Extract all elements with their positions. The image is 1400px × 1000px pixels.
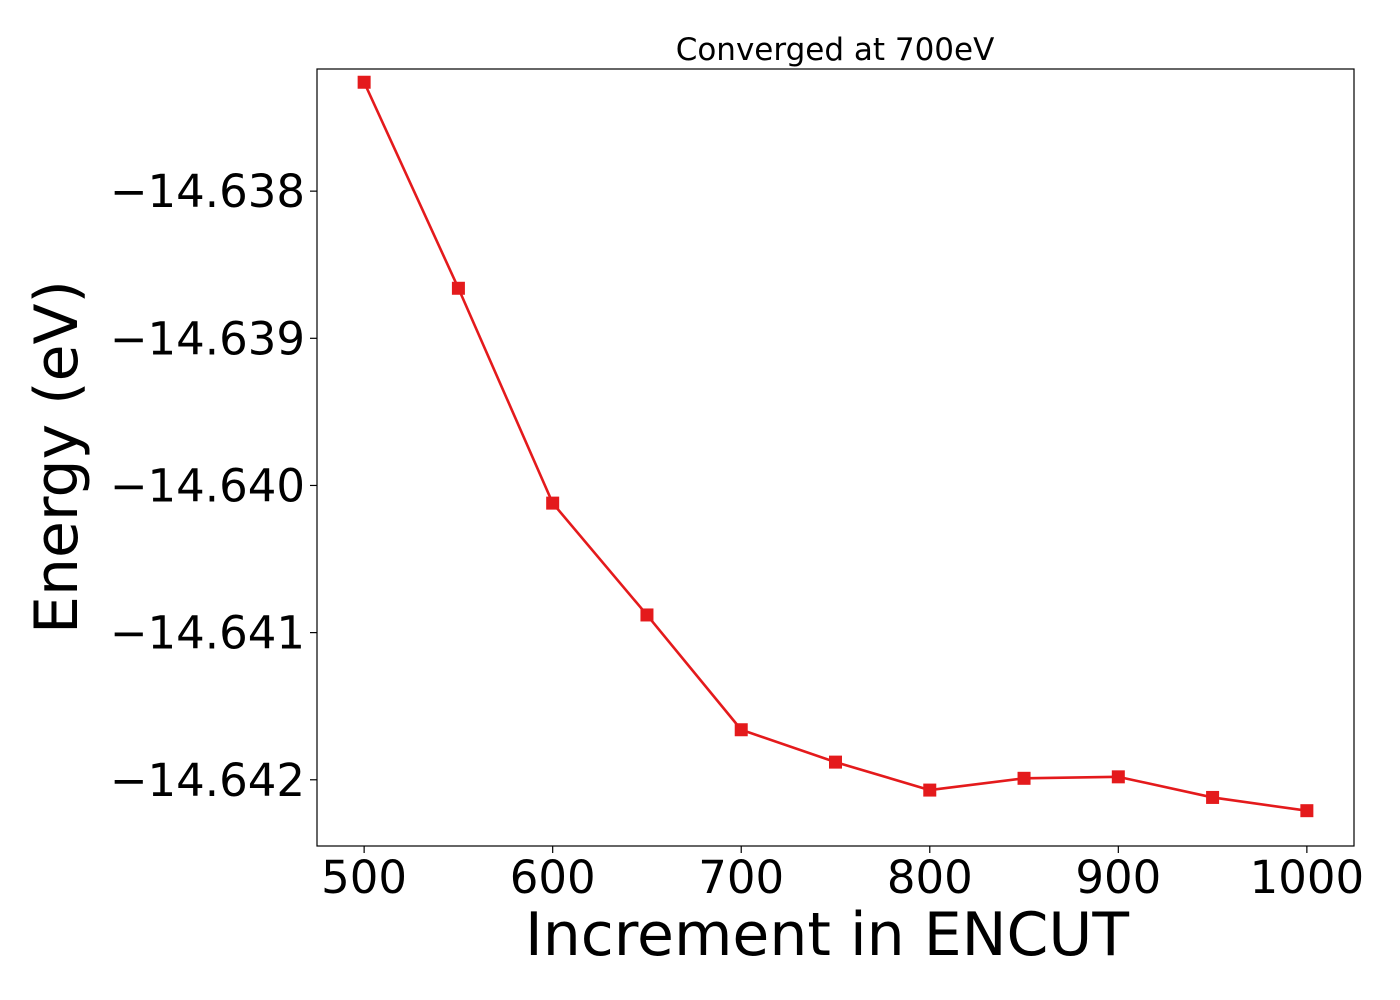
data-point-marker (640, 608, 654, 622)
y-axis: −14.638 −14.639 −14.640 −14.641 −14.642 (110, 165, 317, 807)
data-point-marker (357, 75, 371, 89)
y-tick-label: −14.639 (110, 312, 305, 365)
data-point-marker (923, 783, 937, 797)
plot-frame (316, 68, 1355, 847)
x-tick-label: 900 (1075, 851, 1161, 904)
y-tick-label: −14.641 (110, 607, 305, 660)
x-tick-label: 700 (698, 851, 784, 904)
data-point-marker (546, 496, 560, 510)
data-point-marker (734, 723, 748, 737)
x-tick-label: 600 (510, 851, 596, 904)
chart-title: Converged at 700eV (676, 32, 995, 68)
plot-area (357, 75, 1314, 818)
x-tick-label: 500 (321, 851, 407, 904)
x-axis-label: Increment in ENCUT (525, 900, 1129, 970)
data-point-marker (1017, 771, 1031, 785)
data-point-marker (829, 755, 842, 769)
data-point-marker (451, 281, 465, 295)
y-axis-label: Energy (eV) (22, 280, 92, 634)
x-tick-label: 800 (887, 851, 973, 904)
data-point-marker (1300, 804, 1314, 818)
x-axis: 500 600 700 800 900 1000 (321, 846, 1364, 904)
data-point-marker (1206, 790, 1220, 804)
y-tick-label: −14.640 (110, 459, 305, 512)
y-tick-label: −14.638 (110, 165, 305, 218)
y-tick-label: −14.642 (110, 754, 305, 807)
x-tick-label: 1000 (1250, 851, 1365, 904)
data-point-marker (1111, 770, 1125, 784)
